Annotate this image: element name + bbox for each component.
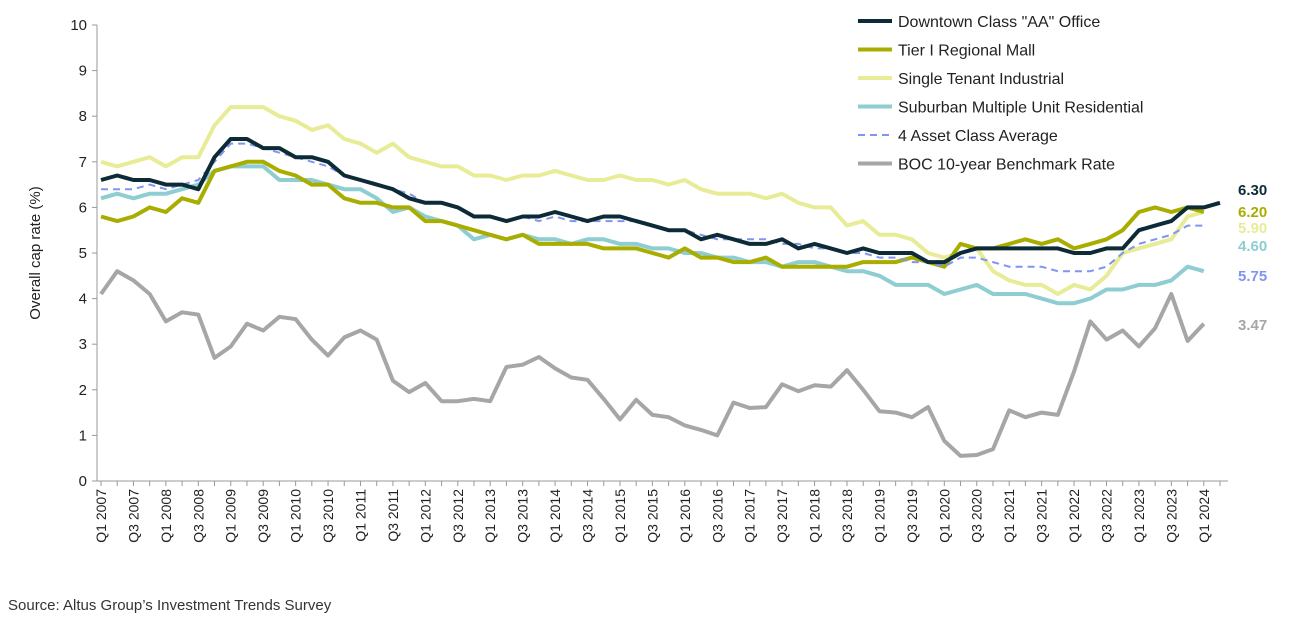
x-tick-label: Q3 2019 xyxy=(904,489,920,543)
end-label-5: 3.47 xyxy=(1238,317,1267,334)
y-tick-label: 7 xyxy=(79,154,87,171)
x-tick-label: Q1 2019 xyxy=(871,489,887,543)
y-tick-label: 1 xyxy=(79,427,87,444)
x-tick-label: Q3 2014 xyxy=(580,489,596,543)
x-tick-label: Q3 2011 xyxy=(385,489,401,542)
y-tick-label: 9 xyxy=(79,63,87,80)
x-tick-label: Q1 2022 xyxy=(1066,489,1082,543)
series-lines xyxy=(99,105,1221,458)
x-tick-label: Q3 2012 xyxy=(450,489,466,543)
end-label-4: 5.75 xyxy=(1238,268,1267,285)
series-line-5 xyxy=(99,269,1206,458)
x-tick-label: Q1 2015 xyxy=(612,489,628,543)
x-tick-label: Q3 2023 xyxy=(1163,489,1179,543)
x-tick-label: Q3 2015 xyxy=(644,489,660,543)
x-tick-label: Q1 2016 xyxy=(677,489,693,543)
x-tick-label: Q3 2017 xyxy=(774,489,790,543)
legend-label-2: Single Tenant Industrial xyxy=(898,71,1064,88)
x-tick-label: Q3 2022 xyxy=(1098,489,1114,543)
x-tick-label: Q3 2007 xyxy=(125,489,141,543)
x-tick-label: Q1 2023 xyxy=(1131,489,1147,543)
y-tick-label: 4 xyxy=(79,291,87,308)
x-tick-label: Q1 2011 xyxy=(352,489,368,542)
x-tick-label: Q3 2008 xyxy=(190,489,206,543)
series-line-1 xyxy=(100,159,1205,269)
x-tick-label: Q1 2014 xyxy=(547,489,563,543)
x-tick-label: Q3 2009 xyxy=(255,489,271,543)
legend-label-0: Downtown Class "AA" Office xyxy=(898,14,1100,31)
y-tick-label: 3 xyxy=(79,336,87,353)
series-line-3 xyxy=(100,164,1205,306)
legend: Downtown Class "AA" Office Tier I Regiona… xyxy=(858,14,1143,174)
end-label-1: 6.20 xyxy=(1238,204,1267,221)
x-tick-label: Q1 2017 xyxy=(742,489,758,543)
y-tick-label: 2 xyxy=(79,382,87,399)
end-label-3: 4.60 xyxy=(1238,238,1267,255)
x-tick-label: Q1 2020 xyxy=(936,489,952,543)
y-axis-label: Overall cap rate (%) xyxy=(27,186,44,319)
x-tick-label: Q1 2010 xyxy=(288,489,304,543)
x-tick-label: Q3 2021 xyxy=(1034,489,1050,543)
legend-label-5: BOC 10-year Benchmark Rate xyxy=(898,157,1115,174)
x-tick-label: Q1 2009 xyxy=(223,489,239,543)
x-tick-label: Q1 2024 xyxy=(1196,489,1212,543)
y-tick-label: 10 xyxy=(70,17,87,34)
series-line-2 xyxy=(100,105,1205,296)
x-tick-label: Q3 2016 xyxy=(709,489,725,543)
end-label-2: 5.90 xyxy=(1238,220,1267,237)
x-tick-label: Q1 2013 xyxy=(482,489,498,543)
y-tick-label: 0 xyxy=(79,473,87,490)
series-line-4 xyxy=(101,142,1204,273)
legend-label-4: 4 Asset Class Average xyxy=(898,128,1058,145)
x-tick-label: Q1 2008 xyxy=(158,489,174,543)
x-tick-label: Q1 2012 xyxy=(417,489,433,543)
legend-label-3: Suburban Multiple Unit Residential xyxy=(898,100,1143,117)
x-tick-label: Q1 2018 xyxy=(807,489,823,543)
source-note: Source: Altus Group’s Investment Trends … xyxy=(8,597,332,614)
x-tick-label: Q3 2018 xyxy=(839,489,855,543)
x-tick-label: Q1 2007 xyxy=(93,489,109,543)
legend-label-1: Tier I Regional Mall xyxy=(898,43,1035,60)
y-tick-label: 6 xyxy=(79,199,87,216)
x-tick-label: Q3 2013 xyxy=(515,489,531,543)
series-line-0 xyxy=(100,137,1221,265)
x-tick-label: Q1 2021 xyxy=(1001,489,1017,543)
x-tick-label: Q3 2020 xyxy=(969,489,985,543)
end-label-0: 6.30 xyxy=(1238,182,1267,199)
axes: 0 1 2 3 4 5 6 7 8 9 10 Q1 2007 Q3 2007 Q1 2008 Q3 2008… xyxy=(70,17,1228,543)
x-tick-label: Q3 2010 xyxy=(320,489,336,543)
end-labels: 6.30 6.205.904.60 5.75 3.47 xyxy=(1238,182,1267,334)
y-tick-label: 5 xyxy=(79,245,87,262)
y-tick-label: 8 xyxy=(79,108,87,125)
